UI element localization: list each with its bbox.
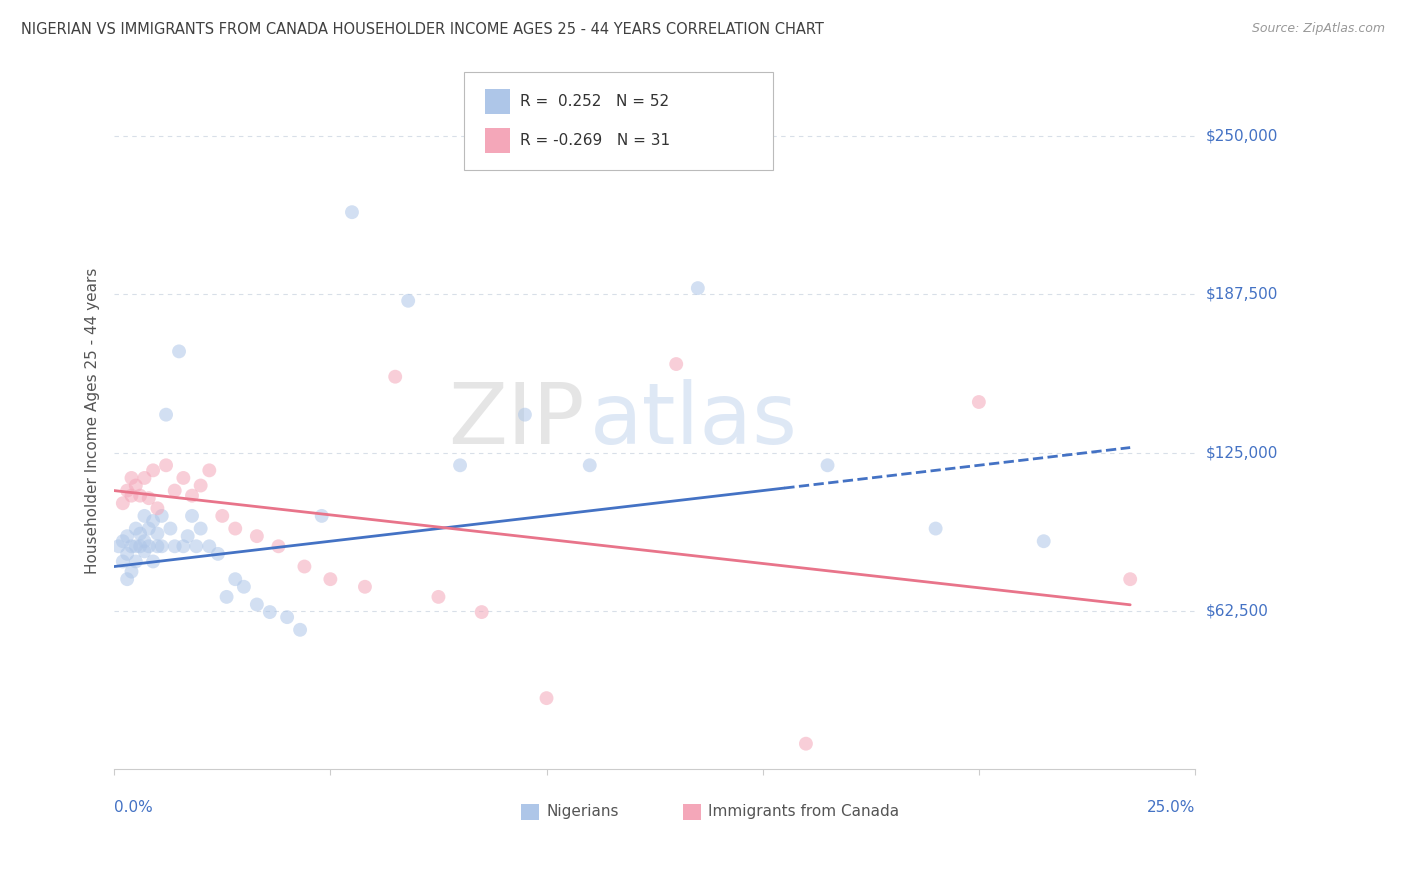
Point	[146, 539, 169, 553]
Point	[232, 580, 254, 594]
Point	[354, 580, 377, 594]
Point	[794, 737, 817, 751]
Point	[146, 501, 169, 516]
Text: atlas: atlas	[589, 379, 797, 462]
Text: Nigerians: Nigerians	[547, 805, 619, 820]
Point	[384, 369, 406, 384]
Point	[578, 458, 600, 473]
Point	[155, 408, 177, 422]
Point	[427, 590, 450, 604]
Point	[513, 408, 536, 422]
Point	[181, 508, 204, 523]
Point	[115, 483, 138, 498]
Point	[138, 491, 160, 506]
Text: $62,500: $62,500	[1206, 603, 1270, 618]
Point	[142, 514, 165, 528]
Point	[259, 605, 281, 619]
Point	[190, 478, 212, 492]
Point	[1032, 534, 1054, 549]
Point	[115, 529, 138, 543]
Point	[181, 489, 204, 503]
Point	[924, 522, 946, 536]
Point	[107, 539, 129, 553]
Point	[311, 508, 333, 523]
Point	[134, 544, 156, 558]
Point	[125, 522, 148, 536]
Point	[146, 526, 169, 541]
Point	[142, 554, 165, 568]
Point	[246, 598, 269, 612]
Point	[471, 605, 494, 619]
Point	[121, 471, 143, 485]
Text: NIGERIAN VS IMMIGRANTS FROM CANADA HOUSEHOLDER INCOME AGES 25 - 44 YEARS CORRELA: NIGERIAN VS IMMIGRANTS FROM CANADA HOUSE…	[21, 22, 824, 37]
Point	[686, 281, 709, 295]
Point	[449, 458, 471, 473]
Point	[207, 547, 229, 561]
Point	[276, 610, 298, 624]
Point	[129, 526, 152, 541]
Point	[1119, 572, 1142, 586]
Point	[115, 572, 138, 586]
Y-axis label: Householder Income Ages 25 - 44 years: Householder Income Ages 25 - 44 years	[86, 268, 100, 574]
Point	[125, 478, 148, 492]
Text: $125,000: $125,000	[1206, 445, 1278, 460]
Text: 0.0%: 0.0%	[114, 799, 153, 814]
Point	[190, 522, 212, 536]
Point	[121, 539, 143, 553]
Point	[134, 471, 156, 485]
Point	[186, 539, 208, 553]
Point	[134, 508, 156, 523]
Point	[138, 522, 160, 536]
Text: ZIP: ZIP	[449, 379, 585, 462]
Point	[172, 471, 194, 485]
Point	[129, 489, 152, 503]
Point	[115, 547, 138, 561]
Point	[125, 554, 148, 568]
Point	[198, 463, 221, 477]
Point	[396, 293, 419, 308]
Point	[246, 529, 269, 543]
Point	[340, 205, 363, 219]
Point	[159, 522, 181, 536]
Point	[817, 458, 839, 473]
Point	[129, 539, 152, 553]
Point	[288, 623, 311, 637]
Text: R = -0.269   N = 31: R = -0.269 N = 31	[520, 133, 671, 148]
Text: Source: ZipAtlas.com: Source: ZipAtlas.com	[1251, 22, 1385, 36]
Point	[121, 489, 143, 503]
Point	[224, 572, 246, 586]
Point	[111, 534, 134, 549]
Text: 25.0%: 25.0%	[1147, 799, 1195, 814]
Point	[536, 691, 558, 706]
Point	[134, 534, 156, 549]
Point	[167, 344, 190, 359]
Point	[267, 539, 290, 553]
Point	[319, 572, 342, 586]
Point	[163, 539, 186, 553]
Point	[111, 496, 134, 510]
Point	[138, 539, 160, 553]
Text: R =  0.252   N = 52: R = 0.252 N = 52	[520, 94, 669, 109]
Point	[150, 539, 173, 553]
Text: $187,500: $187,500	[1206, 287, 1278, 302]
Point	[155, 458, 177, 473]
Point	[665, 357, 688, 371]
Point	[211, 508, 233, 523]
Point	[215, 590, 238, 604]
Text: Immigrants from Canada: Immigrants from Canada	[709, 805, 900, 820]
Point	[163, 483, 186, 498]
Point	[125, 539, 148, 553]
Point	[294, 559, 316, 574]
Point	[142, 463, 165, 477]
Point	[967, 395, 990, 409]
Point	[198, 539, 221, 553]
Point	[224, 522, 246, 536]
Point	[172, 539, 194, 553]
Point	[150, 508, 173, 523]
Point	[176, 529, 198, 543]
Point	[121, 565, 143, 579]
Point	[111, 554, 134, 568]
Text: $250,000: $250,000	[1206, 128, 1278, 144]
